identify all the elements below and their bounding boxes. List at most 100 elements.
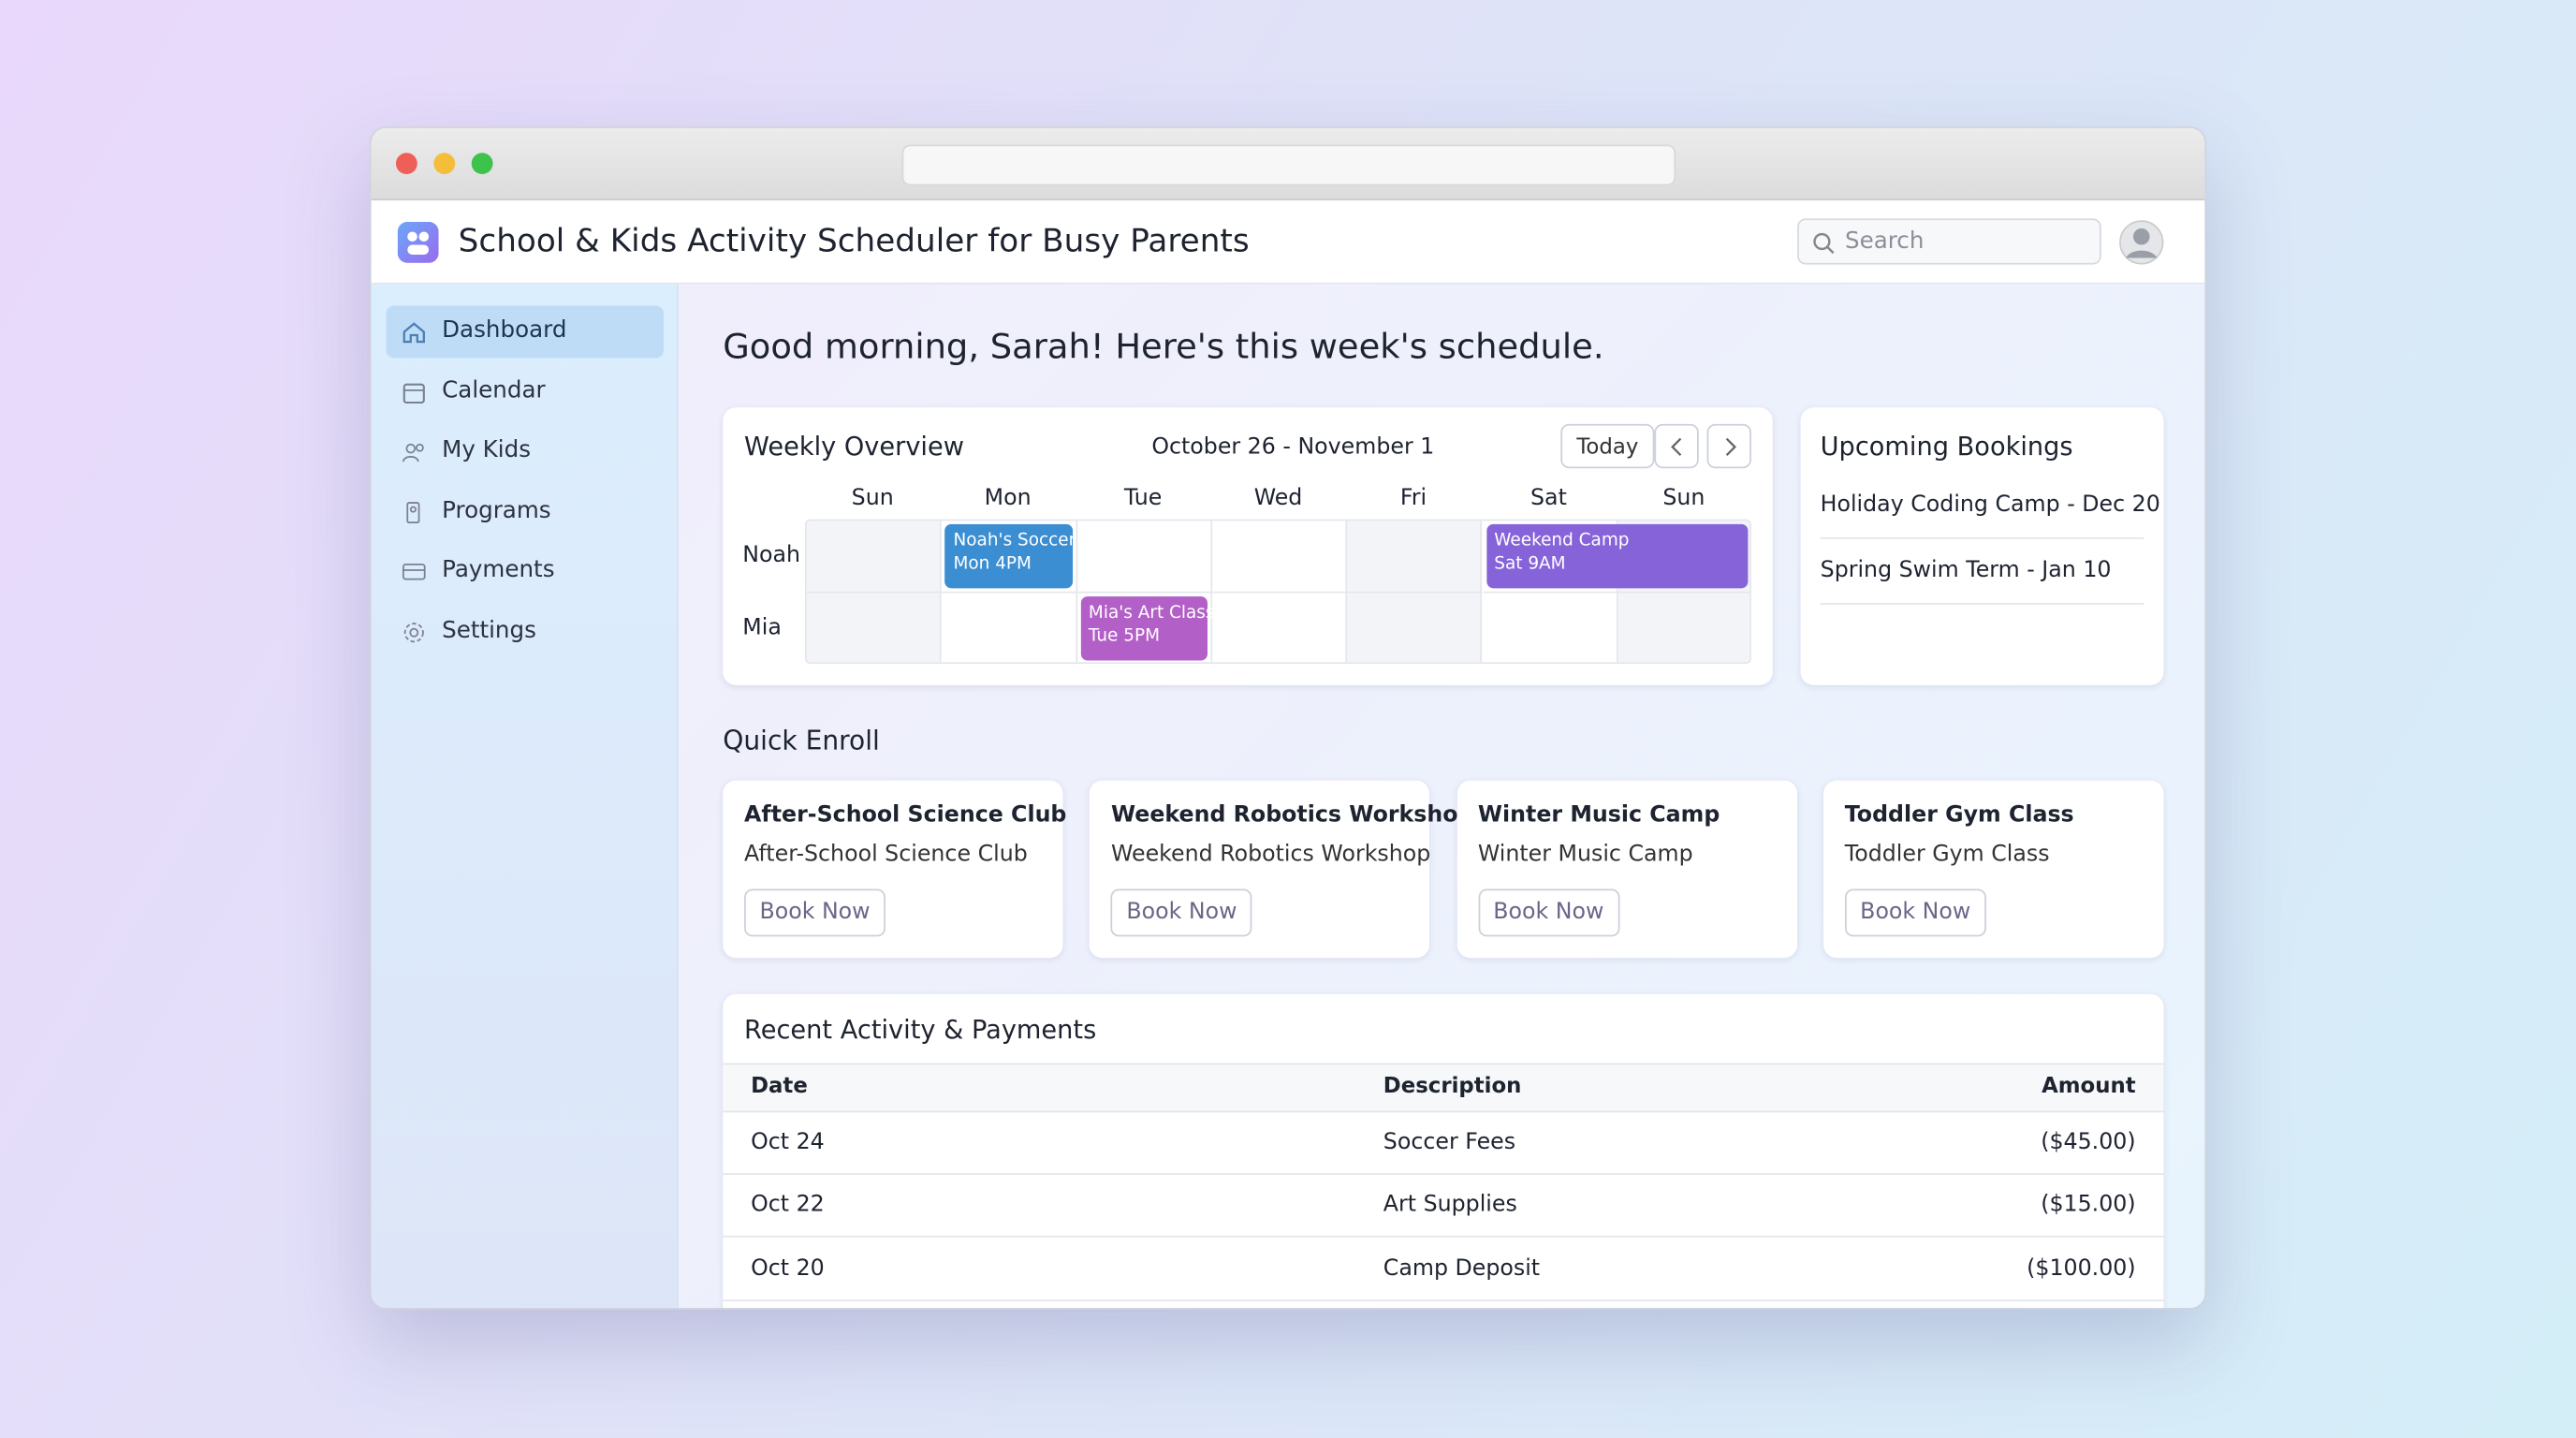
- prev-week-button[interactable]: [1654, 423, 1699, 469]
- program-card: Toddler Gym Class Toddler Gym Class Book N…: [1822, 780, 2164, 959]
- column-header: Date: [751, 1074, 808, 1100]
- next-week-button[interactable]: [1706, 423, 1751, 469]
- program-title: Winter Music Camp: [1477, 801, 1720, 829]
- day-label: Sat: [1530, 484, 1567, 511]
- table-row: [723, 1239, 2164, 1301]
- weekly-card: Weekly Overview October 26 - November 1 To…: [723, 407, 1773, 685]
- calendar-event[interactable]: Noah's Soccer Mon 4PM: [944, 523, 1076, 589]
- program-title: After-School Science Club: [744, 801, 1067, 829]
- main-content: Good morning, Sarah! Here's this week's …: [680, 284, 2205, 1309]
- nav-icon: [402, 382, 425, 404]
- day-label: Wed: [1253, 484, 1303, 511]
- program-title: Weekend Robotics Workshop: [1110, 801, 1474, 829]
- nav-item[interactable]: Payments: [386, 546, 664, 598]
- search-icon: [1813, 232, 1835, 255]
- nav-icon: [406, 501, 420, 523]
- title-bar: [371, 127, 2205, 201]
- booking-item[interactable]: Holiday Coding Camp - Dec 20: [1820, 491, 2160, 518]
- recent-card: Recent Activity & Payments Date Descriptio…: [723, 993, 2164, 1309]
- column-header: Amount: [2042, 1074, 2136, 1100]
- close-button[interactable]: [395, 153, 417, 175]
- table-cell: Soccer Fees: [1383, 1128, 1516, 1155]
- calendar-cell: [1212, 521, 1348, 594]
- booking-item[interactable]: Spring Swim Term - Jan 10: [1820, 556, 2112, 584]
- address-bar[interactable]: [901, 144, 1676, 186]
- search-box[interactable]: Search: [1797, 218, 2101, 265]
- nav-label: Programs: [442, 496, 551, 523]
- column-header: Description: [1383, 1074, 1522, 1100]
- table-cell: ($15.00): [2041, 1191, 2136, 1219]
- weekly-title: Weekly Overview: [744, 432, 964, 462]
- table-cell: Oct 22: [751, 1191, 825, 1219]
- day-label: Fri: [1399, 484, 1427, 511]
- nav-icon: [402, 563, 426, 580]
- day-label: Sun: [851, 484, 894, 511]
- nav-label: Dashboard: [442, 316, 567, 344]
- calendar-grid: Noah's Soccer Mon 4PM Weekend Camp Sat 9AM M…: [804, 519, 1752, 665]
- search-placeholder: Search: [1844, 227, 1925, 256]
- nav-item[interactable]: Settings: [386, 606, 664, 658]
- event-time: Mon 4PM: [953, 553, 1032, 574]
- divider: [1820, 536, 2144, 539]
- calendar-event[interactable]: Mia's Art Class Tue 5PM: [1080, 596, 1215, 661]
- event-title: Noah's Soccer: [953, 530, 1076, 550]
- app-header: School & Kids Activity Scheduler for Bus…: [371, 200, 2205, 285]
- chevron: [1725, 437, 1736, 456]
- calendar-cell: [806, 593, 943, 663]
- book-button[interactable]: Book Now: [744, 888, 886, 937]
- nav-icon: [402, 443, 424, 462]
- today-button[interactable]: Today: [1560, 423, 1655, 469]
- calendar-cell: [1482, 593, 1618, 663]
- divider: [1820, 603, 2144, 605]
- program-subtitle: Winter Music Camp: [1477, 841, 1693, 868]
- day-label: Mon: [984, 484, 1032, 511]
- program-card: Winter Music Camp Winter Music Camp Book N…: [1456, 780, 1797, 959]
- nav-label: My Kids: [442, 436, 532, 463]
- app-title: School & Kids Activity Scheduler for Bus…: [458, 221, 1250, 260]
- calendar-cell: [1212, 593, 1348, 663]
- program-title: Toddler Gym Class: [1844, 801, 2074, 829]
- table-header: [723, 1063, 2164, 1113]
- table-cell: Oct 24: [751, 1128, 825, 1155]
- minimize-button[interactable]: [433, 153, 456, 175]
- nav-item[interactable]: Dashboard: [386, 305, 665, 359]
- calendar-cell: [1617, 593, 1750, 663]
- program-subtitle: Weekend Robotics Workshop: [1110, 841, 1431, 868]
- book-button[interactable]: Book Now: [1477, 888, 1619, 937]
- event-time: Tue 5PM: [1088, 625, 1160, 646]
- nav-item[interactable]: My Kids: [386, 426, 664, 478]
- event-title: Mia's Art Class: [1088, 603, 1215, 624]
- table-cell: Art Supplies: [1383, 1191, 1517, 1219]
- day-label: Sun: [1662, 484, 1705, 511]
- browser-window: School & Kids Activity Scheduler for Bus…: [369, 126, 2207, 1310]
- nav-item[interactable]: Calendar: [386, 366, 664, 418]
- book-button[interactable]: Book Now: [1844, 888, 1986, 937]
- table-cell: ($45.00): [2041, 1128, 2136, 1155]
- program-subtitle: After-School Science Club: [744, 841, 1028, 868]
- calendar-cell: [1347, 593, 1483, 663]
- nav-label: Calendar: [442, 376, 546, 404]
- greeting: Good morning, Sarah! Here's this week's …: [723, 327, 1604, 367]
- app-logo: [397, 221, 439, 263]
- maximize-button[interactable]: [471, 153, 493, 175]
- event-time: Sat 9AM: [1494, 553, 1566, 574]
- nav-icon: [403, 622, 424, 642]
- week-range: October 26 - November 1: [1151, 433, 1435, 461]
- calendar-cell: [806, 521, 943, 594]
- nav-item[interactable]: Programs: [386, 486, 664, 538]
- nav-icon: [402, 322, 425, 344]
- recent-title: Recent Activity & Payments: [744, 1015, 1097, 1046]
- book-button[interactable]: Book Now: [1110, 888, 1252, 937]
- calendar-cell: [1076, 521, 1213, 594]
- table-cell: Camp Deposit: [1383, 1255, 1541, 1282]
- nav-label: Payments: [442, 556, 555, 584]
- kid-label: Mia: [742, 614, 782, 641]
- table-row: [723, 1175, 2164, 1239]
- program-subtitle: Toddler Gym Class: [1844, 841, 2050, 868]
- nav-label: Settings: [442, 617, 536, 644]
- user-avatar[interactable]: [2119, 220, 2164, 265]
- sidebar: Dashboard Calendar My Kids Programs Payments…: [371, 284, 679, 1309]
- calendar-event[interactable]: Weekend Camp Sat 9AM: [1486, 523, 1749, 589]
- upcoming-title: Upcoming Bookings: [1820, 432, 2073, 462]
